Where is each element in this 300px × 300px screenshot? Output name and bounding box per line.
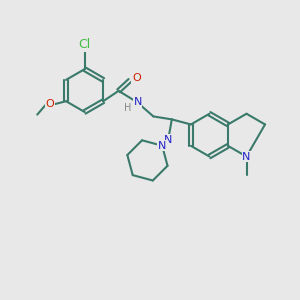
Text: O: O xyxy=(132,73,141,83)
Text: O: O xyxy=(45,99,54,109)
Text: Cl: Cl xyxy=(79,38,91,51)
Text: N: N xyxy=(158,141,166,151)
Text: N: N xyxy=(164,135,172,145)
Text: N: N xyxy=(134,97,142,107)
Text: H: H xyxy=(124,103,131,113)
Text: N: N xyxy=(242,152,251,161)
